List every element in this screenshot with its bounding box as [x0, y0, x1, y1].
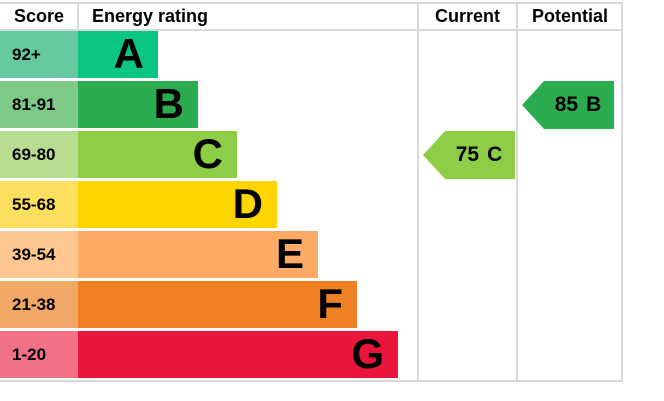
energy-rating-column-header: Energy rating — [92, 6, 209, 26]
score-column-divider — [77, 2, 79, 29]
band-row-g: 1-20 G — [0, 330, 664, 380]
rating-bar-g: G — [78, 331, 398, 378]
rating-bar-d: D — [78, 181, 277, 228]
rating-bar-b: B — [78, 81, 198, 128]
band-row-b: 81-91 B — [0, 80, 664, 130]
potential-score-value: 85 — [554, 93, 579, 116]
top-border-line — [0, 2, 623, 4]
band-row-e: 39-54 E — [0, 230, 664, 280]
bottom-border-line — [0, 380, 623, 382]
current-column-header: Current — [434, 6, 500, 26]
current-column-divider — [417, 2, 419, 382]
score-range-label: 1-20 — [0, 331, 78, 378]
potential-rating-letter: B — [586, 93, 602, 116]
header-bottom-border-line — [0, 29, 623, 31]
band-row-c: 69-80 C — [0, 130, 664, 180]
score-range-label: 21-38 — [0, 281, 78, 328]
current-rating-arrow: 75 C — [423, 131, 515, 179]
score-range-label: 92+ — [0, 31, 78, 78]
score-range-label: 81-91 — [0, 81, 78, 128]
band-row-d: 55-68 D — [0, 180, 664, 230]
score-column-header: Score — [13, 6, 65, 26]
potential-rating-arrow: 85 B — [522, 81, 614, 129]
rating-bar-a: A — [78, 31, 158, 78]
right-border-line — [621, 2, 623, 382]
rating-bar-f: F — [78, 281, 357, 328]
current-rating-letter: C — [487, 143, 503, 166]
rating-bar-c: C — [78, 131, 237, 178]
potential-column-divider — [516, 2, 518, 382]
score-range-label: 69-80 — [0, 131, 78, 178]
current-score-value: 75 — [455, 143, 480, 166]
potential-column-header: Potential — [531, 6, 608, 26]
band-row-f: 21-38 F — [0, 280, 664, 330]
rating-bands: 92+ A 81-91 B 69-80 C 55-68 D 39-54 E 21-38 F 1-20 G — [0, 30, 664, 380]
band-row-a: 92+ A — [0, 30, 664, 80]
rating-bar-e: E — [78, 231, 318, 278]
score-range-label: 55-68 — [0, 181, 78, 228]
score-range-label: 39-54 — [0, 231, 78, 278]
